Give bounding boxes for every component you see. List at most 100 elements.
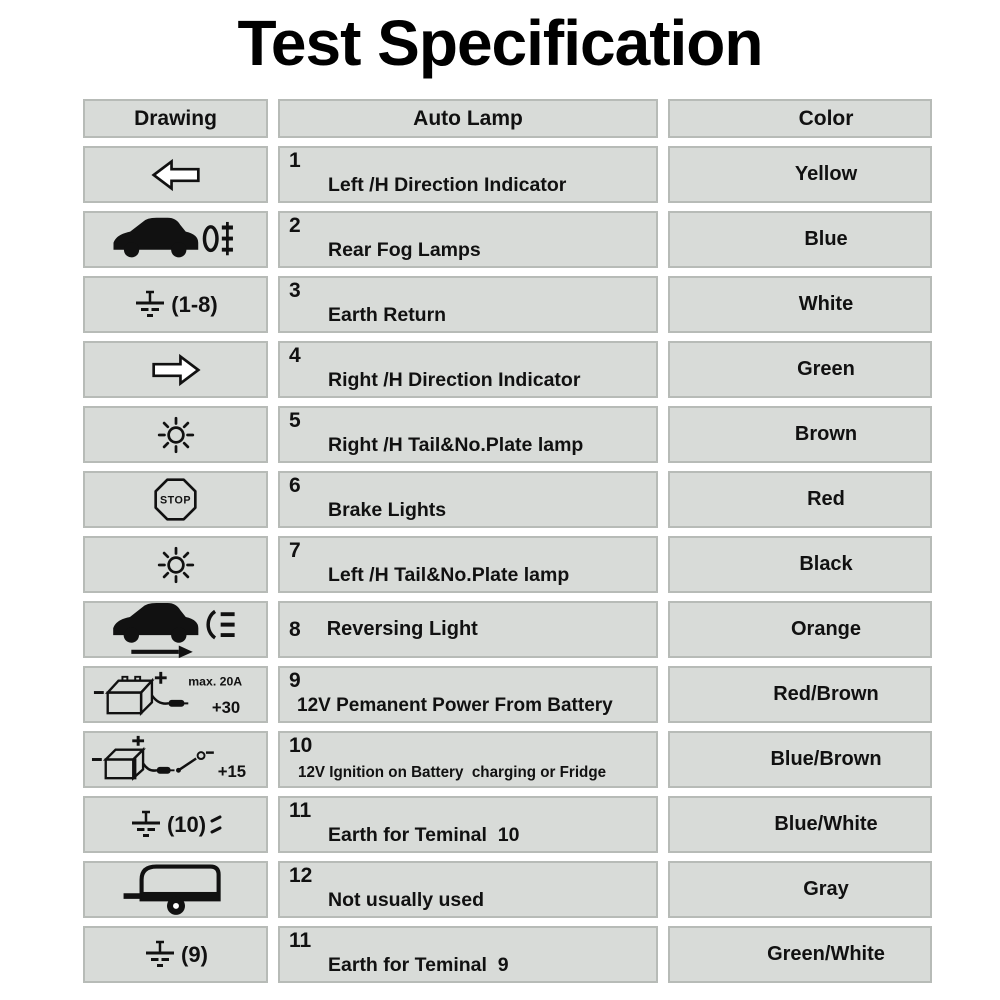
auto-lamp-cell: 11 Earth for Teminal 9: [278, 926, 658, 983]
trailer-icon: [123, 864, 221, 915]
auto-lamp-cell: 12 Not usually used: [278, 861, 658, 918]
pin-number: 10: [289, 734, 313, 757]
car-reversing-lamp-icon: [112, 602, 235, 659]
battery-ignition-icon: +15: [91, 735, 246, 781]
wire-color-label: Green/White: [767, 943, 885, 965]
wire-color-label: Gray: [803, 878, 849, 900]
color-cell: Black: [668, 536, 932, 593]
page-title: Test Specification: [237, 7, 764, 79]
spec-table: Drawing Auto Lamp Color 1 Left /H Direct…: [83, 99, 932, 983]
color-cell: Green: [668, 341, 932, 398]
wire-color-label: Red/Brown: [773, 683, 879, 705]
header-auto-lamp: Auto Lamp: [278, 99, 658, 138]
wire-color-label: Green: [797, 358, 855, 380]
drawing-cell: [83, 211, 268, 268]
color-cell: White: [668, 276, 932, 333]
earth-ground-icon: [136, 290, 165, 317]
lamp-label: Reversing Light: [326, 618, 478, 640]
auto-lamp-cell: 4 Right /H Direction Indicator: [278, 341, 658, 398]
drawing-cell: [83, 406, 268, 463]
drawing-label: (10): [166, 811, 207, 837]
color-cell: Green/White: [668, 926, 932, 983]
lamp-label: Earth for Teminal 10: [328, 824, 520, 846]
lamp-label: Rear Fog Lamps: [328, 239, 481, 261]
tail-lamp-icon: [157, 416, 194, 453]
auto-lamp-cell: 3 Earth Return: [278, 276, 658, 333]
color-cell: Orange: [668, 601, 932, 658]
header-color: Color: [668, 99, 932, 138]
drawing-cell: (9): [83, 926, 268, 983]
lamp-label: Not usually used: [328, 889, 485, 911]
drawing-cell: [83, 601, 268, 659]
wire-color-label: Blue/White: [774, 813, 878, 835]
pin-number: 8: [289, 617, 301, 641]
left-arrow-icon: [150, 158, 200, 191]
drawing-cell: [83, 861, 268, 918]
pin-number: 1: [289, 149, 301, 172]
lamp-label: Earth Return: [328, 304, 447, 326]
drawing-cell: [83, 146, 268, 203]
auto-lamp-cell: 11 Earth for Teminal 10: [278, 796, 658, 853]
pin-number: 4: [289, 344, 301, 367]
auto-lamp-cell: 1 Left /H Direction Indicator: [278, 146, 658, 203]
auto-lamp-cell: 2 Rear Fog Lamps: [278, 211, 658, 268]
car-fog-lamp-icon: [113, 217, 233, 257]
battery-permanent-icon: max. 20A +30: [93, 671, 242, 717]
svg-text:+30: +30: [211, 698, 239, 717]
lamp-rays-icon: [210, 815, 222, 833]
auto-lamp-cell: 8 Reversing Light: [278, 601, 658, 658]
pin-number: 5: [289, 409, 301, 432]
color-cell: Yellow: [668, 146, 932, 203]
color-cell: Red: [668, 471, 932, 528]
drawing-label: (1-8): [171, 291, 218, 317]
header-drawing: Drawing: [83, 99, 268, 138]
lamp-label: Left /H Tail&No.Plate lamp: [328, 564, 570, 586]
wire-color-label: Orange: [790, 618, 862, 640]
color-cell: Blue: [668, 211, 932, 268]
auto-lamp-cell: 7 Left /H Tail&No.Plate lamp: [278, 536, 658, 593]
pin-number: 9: [289, 669, 301, 692]
color-cell: Red/Brown: [668, 666, 932, 723]
drawing-cell: STOP: [83, 471, 268, 528]
wire-color-label: Black: [799, 553, 853, 575]
pin-number: 11: [289, 929, 312, 952]
wire-color-label: Brown: [794, 423, 858, 445]
drawing-cell: +15: [83, 731, 268, 788]
drawing-cell: [83, 536, 268, 593]
lamp-label: Brake Lights: [328, 499, 447, 521]
tail-lamp-icon: [157, 546, 194, 583]
right-arrow-icon: [151, 353, 201, 386]
wire-color-label: Yellow: [794, 163, 858, 185]
wire-color-label: Blue: [804, 228, 848, 250]
auto-lamp-cell: 10 12V Ignition on Battery charging or F…: [278, 731, 658, 788]
pin-number: 6: [289, 474, 301, 497]
pin-number: 7: [289, 539, 301, 562]
pin-number: 3: [289, 279, 301, 302]
lamp-label: Left /H Direction Indicator: [328, 174, 567, 196]
drawing-cell: (10): [83, 796, 268, 853]
drawing-cell: [83, 341, 268, 398]
color-cell: Gray: [668, 861, 932, 918]
wire-color-label: White: [798, 293, 854, 315]
lamp-label: Earth for Teminal 9: [328, 954, 509, 976]
svg-text:max. 20A: max. 20A: [188, 675, 242, 689]
wire-color-label: Red: [807, 488, 845, 510]
auto-lamp-cell: 5 Right /H Tail&No.Plate lamp: [278, 406, 658, 463]
drawing-label: (9): [181, 941, 208, 967]
lamp-label: 12V Pemanent Power From Battery: [297, 695, 613, 716]
svg-text:STOP: STOP: [160, 495, 191, 507]
pin-number: 12: [289, 864, 313, 887]
pin-number: 2: [289, 214, 301, 237]
auto-lamp-cell: 6 Brake Lights: [278, 471, 658, 528]
stop-sign-icon: STOP: [154, 478, 197, 521]
lamp-label: Right /H Tail&No.Plate lamp: [328, 434, 584, 456]
drawing-cell: (1-8): [83, 276, 268, 333]
wire-color-label: Blue/Brown: [770, 748, 882, 770]
svg-text:+15: +15: [217, 762, 245, 781]
auto-lamp-cell: 9 12V Pemanent Power From Battery: [278, 666, 658, 723]
color-cell: Blue/Brown: [668, 731, 932, 788]
color-cell: Blue/White: [668, 796, 932, 853]
color-cell: Brown: [668, 406, 932, 463]
pin-number: 11: [289, 799, 312, 822]
lamp-label: Right /H Direction Indicator: [328, 369, 581, 391]
